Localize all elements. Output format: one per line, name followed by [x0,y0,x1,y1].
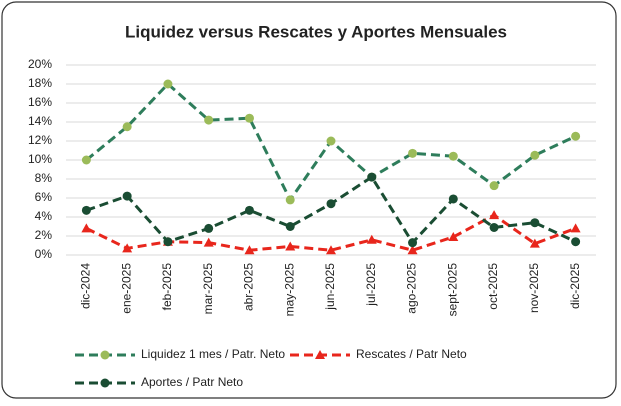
data-point [285,222,295,231]
y-tick-label: 2% [35,228,53,242]
data-point [326,245,336,255]
x-tick-label: sept-2025 [445,263,459,317]
x-tick-label: jul-2025 [364,263,378,307]
y-tick-label: 4% [35,209,53,223]
data-point [570,223,581,233]
data-point [163,237,173,247]
data-point [530,218,540,228]
y-tick-label: 0% [35,247,53,261]
data-point [244,205,254,215]
data-point [571,237,581,247]
chart-frame [1,1,617,399]
legend-marker [315,350,325,359]
data-point [285,195,295,205]
data-point [448,151,458,161]
data-point [408,238,418,248]
x-tick-label: abr-2025 [242,263,256,311]
data-point [122,243,133,253]
chart-title: Liquidez versus Rescates y Aportes Mensu… [125,22,507,41]
data-point [81,205,91,215]
x-tick-label: mar-2025 [201,263,215,315]
y-tick-label: 10% [28,152,52,166]
x-tick-label: may-2025 [282,263,296,317]
legend-marker [100,350,110,360]
data-point [530,150,540,160]
data-point [448,194,458,204]
legend-label: Aportes / Patr Neto [141,375,243,389]
x-tick-label: feb-2025 [160,263,174,311]
x-tick-label: ago-2025 [405,263,419,314]
y-tick-label: 6% [35,190,53,204]
y-tick-label: 8% [35,171,53,185]
y-tick-label: 20% [28,57,52,71]
x-tick-label: dic-2024 [79,263,93,309]
legend-marker [100,378,110,388]
data-point [285,241,296,251]
legend-label: Rescates / Patr Neto [356,347,467,361]
data-point [244,245,255,255]
data-point [326,199,336,209]
x-tick-label: jun-2025 [323,263,337,311]
legend-label: Liquidez 1 mes / Patr. Neto [141,347,285,361]
data-point [81,155,91,165]
data-point [407,245,418,255]
data-point [244,113,254,123]
x-tick-label: nov-2025 [527,263,541,313]
data-point [529,238,540,248]
data-point [489,181,499,191]
data-point [489,210,500,220]
x-tick-label: oct-2025 [486,263,500,310]
y-tick-label: 14% [28,114,52,128]
data-point [326,136,336,146]
data-point [366,234,377,244]
y-tick-label: 16% [28,95,52,109]
data-point [448,231,459,241]
data-point [571,131,581,141]
data-point [489,222,499,232]
data-point [122,191,132,201]
x-tick-label: dic-2025 [568,263,582,309]
y-tick-label: 12% [28,133,52,147]
data-point [204,223,214,233]
data-point [367,172,377,182]
data-point [163,79,173,89]
data-point [204,115,214,125]
data-point [203,237,214,247]
x-tick-label: ene-2025 [119,263,133,314]
data-point [122,122,132,132]
data-point [408,148,418,158]
data-point [81,223,92,233]
y-tick-label: 18% [28,76,52,90]
